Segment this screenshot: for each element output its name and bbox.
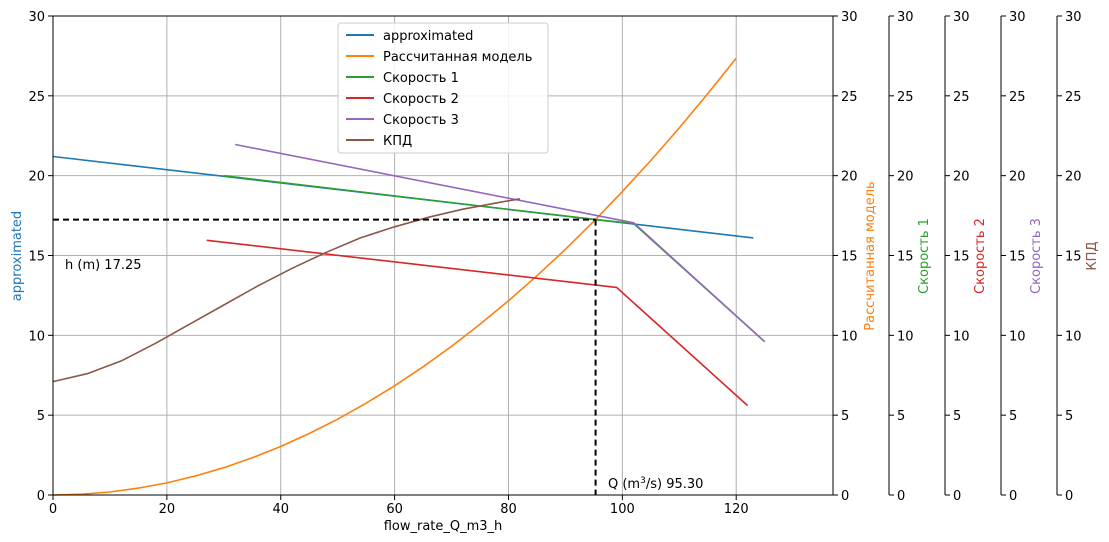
secondary-axis-tick-label: 30 bbox=[1065, 10, 1082, 25]
series-line bbox=[52, 198, 521, 383]
secondary-axis-tick-label: 5 bbox=[1009, 409, 1017, 424]
series-line bbox=[223, 174, 766, 343]
x-tick-label: 40 bbox=[272, 502, 289, 517]
y-axis-label: approximated bbox=[10, 211, 25, 301]
secondary-axis-tick-label: 30 bbox=[841, 10, 858, 25]
secondary-axis-tick-label: 20 bbox=[953, 170, 970, 185]
secondary-axis-tick-label: 15 bbox=[1065, 250, 1082, 265]
x-tick-label: 80 bbox=[500, 502, 517, 517]
secondary-axis-tick-label: 30 bbox=[953, 10, 970, 25]
series-lines bbox=[52, 57, 766, 496]
axes: 0 20 40 60 80 100 120051015202530051015202530Р… bbox=[28, 10, 1100, 517]
secondary-axis-tick-label: 30 bbox=[1009, 10, 1026, 25]
secondary-axis-tick-label: 25 bbox=[841, 90, 858, 105]
legend-label: Скорость 2 bbox=[383, 92, 459, 107]
secondary-axis-tick-label: 0 bbox=[841, 489, 849, 504]
secondary-axis-tick-label: 0 bbox=[1009, 489, 1017, 504]
x-tick-label: 120 bbox=[724, 502, 749, 517]
secondary-axis-tick-label: 20 bbox=[1065, 170, 1082, 185]
series-line bbox=[52, 57, 737, 496]
secondary-axis-label: Скорость 3 bbox=[1029, 218, 1044, 294]
secondary-axis-tick-label: 20 bbox=[897, 170, 914, 185]
legend-label: approximated bbox=[383, 29, 473, 44]
secondary-axis-tick-label: 10 bbox=[1065, 329, 1082, 344]
series-line bbox=[206, 239, 749, 407]
secondary-axis-tick-label: 10 bbox=[841, 329, 858, 344]
y-tick-label: 30 bbox=[28, 10, 45, 25]
secondary-axis-tick-label: 5 bbox=[1065, 409, 1073, 424]
secondary-axis-tick-label: 10 bbox=[953, 329, 970, 344]
y-tick-label: 20 bbox=[28, 170, 45, 185]
x-axis-label: flow_rate_Q_m3_h bbox=[384, 519, 503, 534]
x-tick-label: 60 bbox=[386, 502, 403, 517]
legend-label: КПД bbox=[383, 134, 412, 149]
secondary-axis-tick-label: 10 bbox=[897, 329, 914, 344]
secondary-axis-tick-label: 0 bbox=[897, 489, 905, 504]
legend-label: Рассчитанная модель bbox=[383, 50, 532, 65]
legend: approximated Рассчитанная модель Скорость … bbox=[337, 22, 549, 154]
y-tick-label: 0 bbox=[37, 489, 45, 504]
secondary-axis-tick-label: 25 bbox=[953, 90, 970, 105]
y-tick-label: 5 bbox=[37, 409, 45, 424]
secondary-axis-tick-label: 25 bbox=[1009, 90, 1026, 105]
x-tick-label: 100 bbox=[610, 502, 635, 517]
x-tick-label: 0 bbox=[49, 502, 57, 517]
secondary-axis-tick-label: 5 bbox=[953, 409, 961, 424]
secondary-axis-tick-label: 15 bbox=[953, 250, 970, 265]
head-annotation: h (m) 17.25 bbox=[65, 258, 142, 273]
secondary-axis-tick-label: 20 bbox=[841, 170, 858, 185]
legend-label: Скорость 3 bbox=[383, 113, 459, 128]
secondary-axis-label: Скорость 2 bbox=[973, 218, 988, 294]
y-tick-label: 25 bbox=[28, 90, 45, 105]
secondary-axis-label: Рассчитанная модель bbox=[863, 181, 878, 330]
secondary-axis-tick-label: 5 bbox=[841, 409, 849, 424]
secondary-axis-label: КПД bbox=[1085, 241, 1100, 270]
secondary-axis-tick-label: 15 bbox=[897, 250, 914, 265]
secondary-axis-tick-label: 0 bbox=[1065, 489, 1073, 504]
y-tick-label: 10 bbox=[28, 329, 45, 344]
series-line bbox=[235, 143, 766, 343]
flow-annotation: Q (m3/s) 95.30 bbox=[608, 476, 703, 492]
legend-box bbox=[337, 22, 549, 154]
secondary-axis-tick-label: 10 bbox=[1009, 329, 1026, 344]
secondary-axis-tick-label: 25 bbox=[897, 90, 914, 105]
secondary-axis-tick-label: 5 bbox=[897, 409, 905, 424]
secondary-axis-tick-label: 15 bbox=[1009, 250, 1026, 265]
secondary-axis-tick-label: 25 bbox=[1065, 90, 1082, 105]
secondary-axis-tick-label: 30 bbox=[897, 10, 914, 25]
secondary-axis-tick-label: 15 bbox=[841, 250, 858, 265]
x-tick-label: 20 bbox=[159, 502, 176, 517]
legend-label: Скорость 1 bbox=[383, 71, 459, 86]
y-tick-label: 15 bbox=[28, 250, 45, 265]
operating-point-guides bbox=[53, 218, 597, 495]
secondary-axis-tick-label: 0 bbox=[953, 489, 961, 504]
secondary-axis-label: Скорость 1 bbox=[917, 218, 932, 294]
secondary-axis-tick-label: 20 bbox=[1009, 170, 1026, 185]
